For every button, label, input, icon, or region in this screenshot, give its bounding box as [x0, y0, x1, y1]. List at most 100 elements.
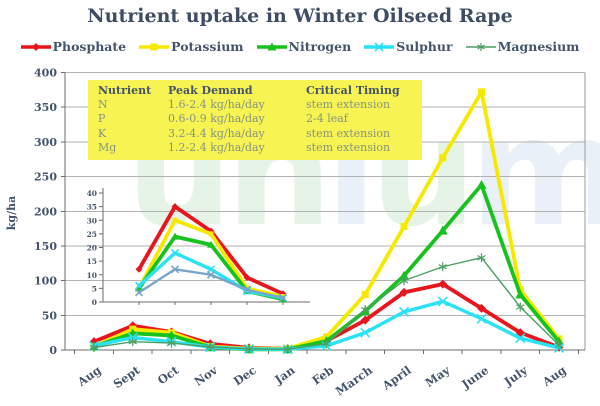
table-cell: 2-4 leaf: [306, 112, 348, 126]
diamond-marker-icon: [477, 303, 486, 313]
legend-item-magnesium: Magnesium: [465, 39, 580, 54]
x-marker-icon: [170, 248, 180, 258]
diamond-marker-icon: [243, 273, 251, 281]
inset-y-axis-tick-label: 5: [92, 284, 97, 293]
legend-label: Sulphur: [396, 39, 453, 54]
star-marker-icon: [476, 42, 485, 51]
square-legend-icon: [139, 43, 170, 50]
x-legend-icon: [364, 41, 395, 52]
x-axis-tick-label: July: [501, 363, 530, 389]
table-cell: 1.6-2.4 kg/ha/day: [168, 98, 265, 112]
x-axis-tick-label: Aug: [539, 363, 569, 390]
diamond-marker-icon: [399, 287, 409, 297]
diamond-marker-icon: [135, 265, 143, 273]
square-marker-icon: [478, 88, 485, 96]
y-axis-tick-label: 350: [34, 101, 57, 114]
star-marker-icon: [244, 344, 254, 354]
inset-y-axis-tick-label: 15: [87, 257, 97, 266]
legend-label: Magnesium: [497, 39, 580, 54]
y-axis-tick-label: 50: [42, 309, 58, 322]
x-axis-tick-label: June: [458, 363, 491, 392]
x-axis-tick-label: Feb: [309, 363, 336, 388]
x-marker-icon: [242, 285, 252, 294]
inset-y-axis-tick-label: 35: [87, 203, 97, 212]
star-marker-icon: [399, 276, 409, 286]
axes: [61, 72, 585, 354]
triangle-legend-icon: [256, 42, 287, 50]
triangle-marker-icon: [437, 225, 448, 235]
legend-item-potassium: Potassium: [139, 39, 244, 54]
diamond-legend-icon: [20, 42, 51, 51]
x-axis-tick-label: Oct: [155, 363, 182, 388]
inset-y-axis-tick-label: 40: [87, 189, 97, 198]
x-marker-icon: [278, 293, 288, 302]
table-cell: P: [98, 112, 106, 126]
inset-y-axis-tick-label: 10: [87, 271, 97, 280]
star-legend-icon: [465, 42, 496, 51]
watermark-letter: m: [469, 86, 600, 260]
diamond-marker-icon: [171, 203, 179, 211]
table-header-cell: Peak Demand: [168, 84, 253, 97]
square-marker-icon: [150, 43, 158, 50]
inset-y-axis-tick-label: 20: [87, 244, 97, 253]
y-axis-tick-label: 250: [34, 171, 57, 184]
star-marker-icon: [128, 337, 137, 347]
triangle-marker-icon: [476, 179, 487, 189]
inset-y-axis-tick-label: 25: [87, 230, 97, 239]
square-marker-icon: [400, 223, 408, 231]
nutrient-demand-table: Nutrient Peak Demand Critical Timing N 1.6-2…: [88, 80, 422, 161]
table-cell: K: [98, 126, 107, 140]
table-cell: N: [98, 98, 108, 112]
y-axis-tick-label: 400: [34, 67, 57, 80]
square-marker-icon: [361, 291, 369, 298]
x-marker-icon: [206, 270, 216, 279]
x-axis-tick-label: May: [422, 363, 452, 390]
x-marker-icon: [437, 296, 448, 307]
inset-y-axis-tick-label: 0: [92, 298, 97, 307]
legend-item-sulphur: Sulphur: [364, 39, 453, 54]
table-cell: 0.6-0.9 kg/ha/day: [168, 112, 265, 126]
x-axis-tick-label: April: [379, 363, 414, 394]
star-marker-icon: [206, 342, 215, 352]
table-cell: stem extension: [306, 98, 391, 112]
x-axis-tick-label: Jan: [271, 363, 298, 388]
triangle-marker-icon: [267, 42, 277, 50]
table-header-cell: Critical Timing: [306, 84, 400, 97]
legend-label: Potassium: [171, 39, 244, 54]
table-cell: 3.2-4.4 kg/ha/day: [168, 126, 265, 140]
x-marker-icon: [360, 327, 371, 338]
series-magnesium: [89, 253, 564, 354]
series-magnesium: [134, 265, 288, 302]
inset-y-axis-tick-label: 30: [87, 216, 97, 225]
table-cell: stem extension: [306, 140, 391, 154]
x-axis-tick-label: Dec: [231, 363, 259, 388]
y-axis-title: kg/ha: [5, 196, 18, 230]
table-cell: Mg: [98, 140, 117, 154]
star-marker-icon: [283, 344, 292, 354]
y-axis-tick-label: 0: [49, 344, 57, 357]
triangle-marker-icon: [171, 232, 179, 240]
star-marker-icon: [516, 302, 525, 312]
star-marker-icon: [477, 253, 486, 263]
x-marker-icon: [134, 281, 144, 290]
square-marker-icon: [439, 154, 447, 162]
x-axis-tick-label: Aug: [74, 363, 104, 390]
legend-label: Phosphate: [52, 39, 127, 54]
y-axis-tick-label: 200: [34, 205, 57, 218]
x-axis-tick-label: Nov: [192, 363, 221, 389]
legend-label: Nitrogen: [288, 39, 352, 54]
x-marker-icon: [374, 41, 384, 52]
y-axis-tick-label: 300: [34, 136, 57, 149]
legend-item-phosphate: Phosphate: [20, 39, 127, 54]
table-cell: stem extension: [306, 126, 391, 140]
star-marker-icon: [361, 305, 370, 315]
square-marker-icon: [172, 217, 178, 223]
y-axis-tick-label: 100: [34, 275, 57, 288]
table-header-cell: Nutrient: [98, 84, 152, 97]
x-marker-icon: [476, 313, 487, 324]
x-marker-icon: [515, 333, 526, 344]
star-marker-icon: [167, 338, 176, 348]
triangle-marker-icon: [515, 289, 526, 299]
y-axis-tick-label: 150: [34, 240, 57, 253]
